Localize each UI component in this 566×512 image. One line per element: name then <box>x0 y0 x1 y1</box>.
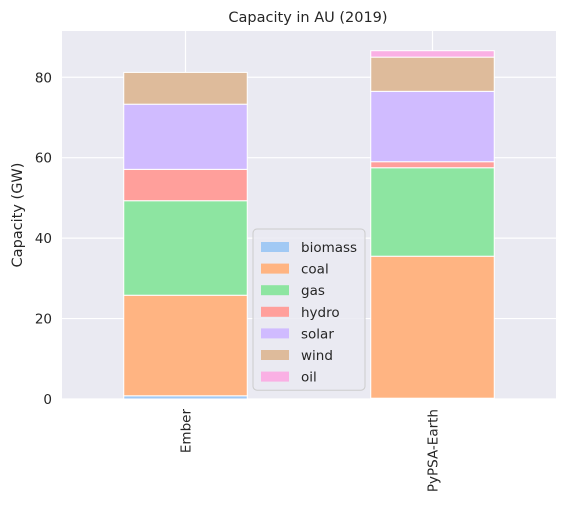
legend-label-coal: coal <box>301 262 329 278</box>
bar-wind-0 <box>123 71 248 105</box>
bar-gas-0 <box>123 200 248 296</box>
legend-swatch-wind <box>261 350 289 360</box>
legend-label-solar: solar <box>301 326 334 342</box>
y-tick-label: 40 <box>35 231 52 247</box>
legend: biomass coal gas hydro solar wind oil <box>252 228 366 391</box>
y-axis-ticks: 0 20 40 60 80 <box>35 70 52 408</box>
bar-wind-1 <box>370 56 495 92</box>
legend-swatch-oil <box>261 371 289 382</box>
legend-swatch-coal <box>261 263 289 274</box>
x-axis-ticks: Ember PyPSA-Earth <box>179 409 442 493</box>
bar-coal-1 <box>370 255 495 399</box>
y-tick-label: 60 <box>35 151 52 167</box>
bar-hydro-1 <box>370 161 495 169</box>
bar-solar-0 <box>123 103 248 170</box>
bar-coal-0 <box>123 294 248 397</box>
legend-label-wind: wind <box>301 348 333 364</box>
legend-swatch-gas <box>261 285 289 296</box>
y-tick-label: 80 <box>35 70 52 86</box>
bars <box>123 50 495 400</box>
legend-label-biomass: biomass <box>301 240 357 256</box>
x-tick-label: PyPSA-Earth <box>426 409 442 492</box>
legend-label-hydro: hydro <box>301 305 340 321</box>
chart-title: Capacity in AU (2019) <box>228 10 387 26</box>
bar-gas-1 <box>370 167 495 257</box>
y-axis-label: Capacity (GW) <box>10 163 26 268</box>
legend-swatch-biomass <box>261 242 289 252</box>
bar-oil-1 <box>370 50 495 58</box>
bar-hydro-0 <box>123 168 248 202</box>
x-tick-label: Ember <box>179 409 195 454</box>
bar-solar-1 <box>370 90 495 163</box>
legend-label-oil: oil <box>301 370 317 386</box>
y-tick-label: 0 <box>43 392 52 408</box>
legend-swatch-solar <box>261 328 289 339</box>
legend-swatch-hydro <box>261 306 289 317</box>
y-tick-label: 20 <box>35 312 52 328</box>
legend-label-gas: gas <box>301 283 325 299</box>
